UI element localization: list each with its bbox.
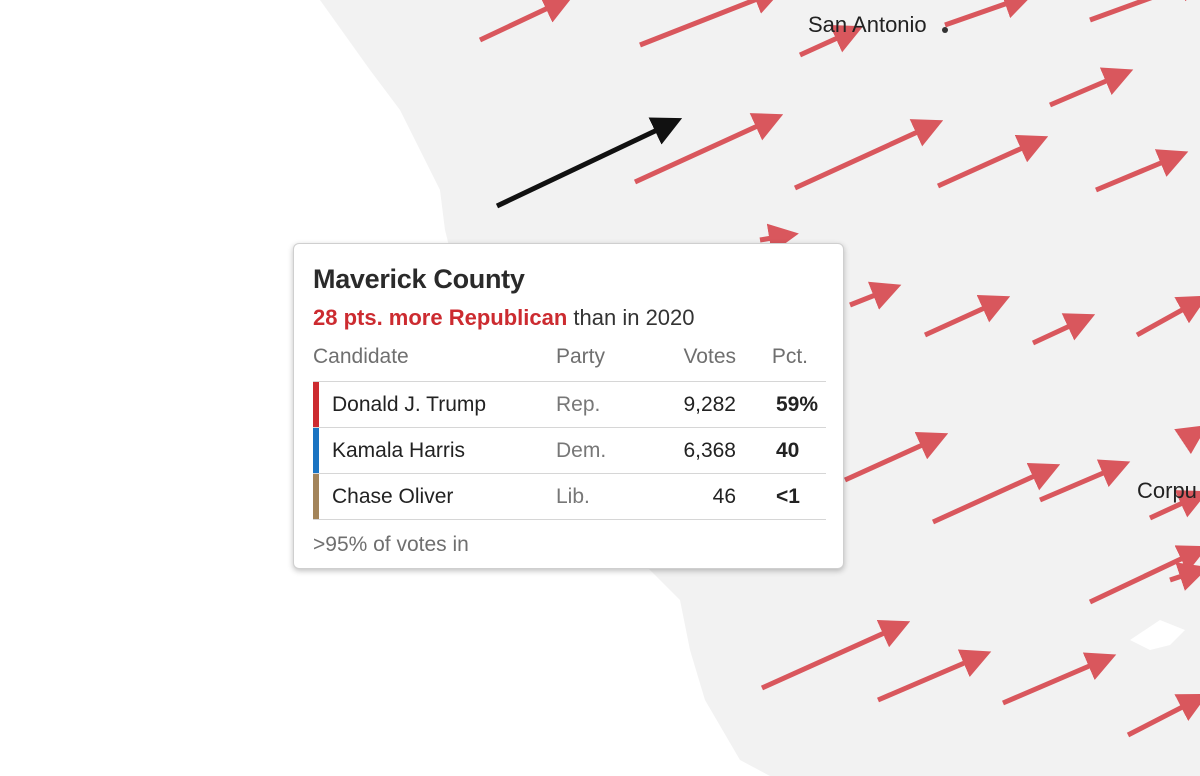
city-dot-san-antonio	[942, 27, 948, 33]
county-shift-arrow[interactable]	[1089, 0, 1200, 23]
header-votes: Votes	[644, 345, 736, 382]
shift-amount: 28 pts. more Republican	[313, 305, 568, 330]
results-table: Candidate Party Votes Pct. Donald J. Tru…	[313, 345, 826, 520]
city-label-san-antonio: San Antonio	[808, 12, 927, 37]
table-row: Donald J. Trump Rep. 9,282 59%	[313, 381, 826, 428]
county-shift-arrow[interactable]	[1126, 693, 1200, 738]
pct-cell: <1	[736, 473, 826, 520]
candidate-name: Donald J. Trump	[332, 392, 487, 416]
county-shift-arrow[interactable]	[793, 119, 944, 191]
candidate-cell: Chase Oliver	[313, 473, 556, 520]
pct-cell: 59%	[736, 381, 826, 428]
party-color-swatch	[313, 382, 319, 427]
party-cell: Lib.	[556, 473, 644, 520]
county-shift-arrow[interactable]	[1088, 545, 1200, 605]
highlighted-county-arrow	[495, 117, 683, 209]
county-name: Maverick County	[313, 264, 525, 294]
county-shift-arrow[interactable]	[1148, 490, 1200, 521]
party-color-swatch	[313, 474, 319, 519]
county-shift-arrow[interactable]	[639, 0, 784, 48]
party-cell: Rep.	[556, 381, 644, 428]
header-candidate: Candidate	[313, 345, 556, 382]
county-shift-arrow[interactable]	[760, 619, 911, 691]
party-cell: Dem.	[556, 427, 644, 474]
county-shift-arrow[interactable]	[478, 0, 574, 43]
county-shift-arrow[interactable]	[1031, 313, 1096, 346]
county-shift-arrow[interactable]	[877, 649, 992, 703]
table-row: Kamala Harris Dem. 6,368 40	[313, 427, 826, 474]
shift-arrows	[478, 0, 1200, 738]
results-header-row: Candidate Party Votes Pct.	[313, 345, 826, 382]
candidate-name: Kamala Harris	[332, 438, 466, 462]
candidate-cell: Kamala Harris	[313, 427, 556, 474]
reporting-status: >95% of votes in	[313, 533, 469, 556]
county-shift-arrow[interactable]	[944, 0, 1034, 28]
pct-value: <1	[776, 484, 800, 508]
county-shift-arrow[interactable]	[1039, 459, 1131, 503]
county-shift-arrow[interactable]	[1002, 652, 1117, 706]
header-pct: Pct.	[736, 345, 826, 382]
shift-summary: 28 pts. more Republican than in 2020	[313, 305, 825, 331]
candidate-name: Chase Oliver	[332, 484, 454, 508]
county-shift-arrow[interactable]	[798, 25, 864, 58]
county-shift-arrow[interactable]	[633, 113, 784, 185]
county-shift-arrow[interactable]	[1174, 425, 1200, 455]
city-label-corpus-christi: Corpu	[1137, 478, 1197, 503]
pct-value: 59%	[776, 392, 819, 416]
table-row: Chase Oliver Lib. 46 <1	[313, 473, 826, 520]
county-tooltip: Maverick County 28 pts. more Republican …	[293, 243, 844, 569]
county-shift-arrow[interactable]	[936, 134, 1049, 189]
county-shift-arrow[interactable]	[759, 223, 799, 254]
county-shift-arrow[interactable]	[1049, 67, 1134, 108]
county-shift-arrow[interactable]	[1169, 562, 1200, 591]
county-shift-arrow[interactable]	[843, 431, 949, 483]
county-shift-arrow[interactable]	[849, 281, 902, 310]
shift-comparison: than in 2020	[567, 305, 695, 330]
county-shift-arrow[interactable]	[923, 295, 1011, 338]
votes-cell: 6,368	[644, 427, 736, 474]
votes-cell: 9,282	[644, 381, 736, 428]
pct-value: 40	[776, 438, 800, 462]
county-shift-arrow[interactable]	[931, 463, 1061, 525]
bay-water	[1130, 620, 1185, 650]
county-shift-arrow[interactable]	[1135, 295, 1200, 338]
votes-cell: 46	[644, 473, 736, 520]
header-party: Party	[556, 345, 644, 382]
party-color-swatch	[313, 428, 319, 473]
pct-cell: 40	[736, 427, 826, 474]
candidate-cell: Donald J. Trump	[313, 381, 556, 428]
county-shift-arrow[interactable]	[1095, 149, 1189, 193]
